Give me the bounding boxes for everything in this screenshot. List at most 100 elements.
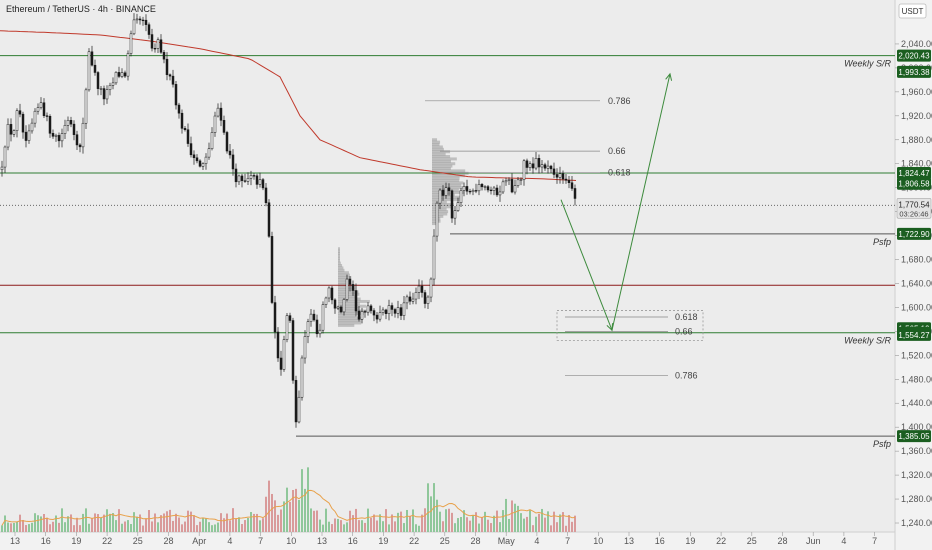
candle-down [225, 132, 229, 152]
volume-bar [397, 512, 399, 532]
candle-up [126, 53, 130, 77]
volume-bar [463, 510, 465, 532]
volume-profile-row [338, 304, 366, 308]
candle-up [426, 296, 430, 304]
price-badge [897, 49, 931, 62]
volume-bar [103, 514, 105, 532]
candle-down [291, 320, 295, 381]
price-badge [897, 430, 931, 443]
volume-bar [157, 522, 159, 532]
volume-profile-row [338, 275, 352, 279]
volume-bar [67, 516, 69, 532]
candle-up [66, 120, 70, 126]
volume-bar [442, 521, 444, 532]
candle-down [390, 305, 394, 310]
candle-down [354, 290, 358, 312]
volume-bar [451, 512, 453, 532]
volume-bar [250, 512, 252, 532]
candle-down [18, 110, 22, 115]
volume-bar [526, 516, 528, 532]
candle-down [531, 163, 535, 169]
volume-bar [64, 522, 66, 532]
candle-down [192, 154, 196, 159]
volume-bar [517, 505, 519, 532]
volume-profile-row [432, 169, 466, 173]
volume-bar [313, 510, 315, 532]
volume-bar [376, 520, 378, 532]
volume-bar [541, 508, 543, 532]
price-axis-background [895, 0, 932, 550]
candle-down [57, 135, 61, 142]
volume-bar [22, 519, 24, 532]
volume-bar [1, 525, 3, 532]
candle-up [429, 278, 433, 298]
time-tick-label: Jun [806, 536, 821, 546]
volume-bar [100, 517, 102, 532]
candle-up [135, 18, 139, 21]
candle-down [183, 128, 187, 130]
candle-down [552, 168, 556, 175]
candle-down [510, 179, 514, 193]
volume-bar [214, 524, 216, 532]
volume-bar [337, 518, 339, 532]
candle-down [231, 154, 235, 170]
candle-up [63, 125, 67, 134]
price-badge [897, 227, 931, 240]
volume-bar [469, 520, 471, 532]
time-tick-label: 28 [777, 536, 787, 546]
candle-up [438, 189, 442, 204]
volume-bar [79, 525, 81, 532]
volume-bar [532, 525, 534, 532]
volume-bar [415, 524, 417, 532]
candle-up [258, 179, 262, 185]
candle-down [489, 189, 493, 192]
volume-bar [256, 513, 258, 532]
candle-up [321, 304, 325, 331]
candle-down [144, 19, 148, 25]
volume-bar [61, 508, 63, 532]
candle-down [255, 175, 259, 185]
candle-up [105, 89, 109, 100]
volume-profile-row [338, 280, 350, 284]
price-tick-label: 1,400.00 [901, 422, 932, 432]
candle-down [90, 51, 94, 66]
candle-up [483, 186, 487, 188]
volume-bar [139, 514, 141, 532]
fib-level-label: 0.618 [675, 312, 698, 322]
candle-up [432, 235, 436, 280]
volume-bar [154, 513, 156, 532]
level-label: Weekly S/R [844, 59, 891, 69]
price-badge [897, 65, 931, 78]
candle-up [504, 180, 508, 183]
currency-button[interactable]: USDT [898, 3, 927, 19]
candle-up [39, 102, 43, 108]
volume-bar [121, 523, 123, 532]
level-label: Psfp [873, 237, 891, 247]
volume-profile-row [432, 138, 438, 142]
candle-down [123, 72, 127, 77]
volume-bar [370, 517, 372, 532]
volume-bar [334, 518, 336, 532]
volume-profile-row [432, 164, 453, 168]
volume-bar [109, 513, 111, 532]
candle-up [462, 186, 466, 191]
time-tick-label: 13 [317, 536, 327, 546]
volume-bar [562, 512, 564, 532]
time-tick-label: 19 [71, 536, 81, 546]
candle-up [207, 148, 211, 158]
volume-bar [412, 509, 414, 532]
candle-up [498, 191, 502, 196]
candle-down [270, 236, 274, 303]
price-tick-label: 1,280.00 [901, 494, 932, 504]
candle-up [459, 190, 463, 203]
candle-down [234, 168, 238, 183]
candle-down [42, 102, 46, 116]
candle-down [573, 188, 577, 199]
volume-bar [106, 509, 108, 532]
time-tick-label: 7 [258, 536, 263, 546]
volume-bar [478, 523, 480, 532]
candle-down [189, 143, 193, 156]
volume-bar [199, 521, 201, 532]
